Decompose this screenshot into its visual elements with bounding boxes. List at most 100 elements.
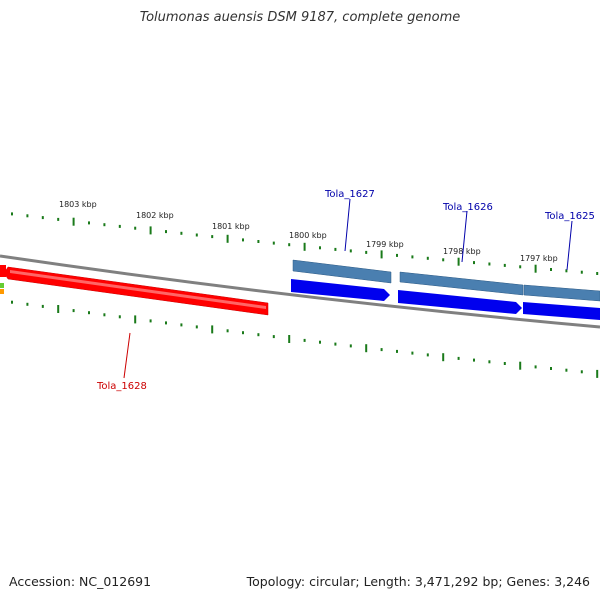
minor-tick [396,253,398,257]
minor-tick [411,255,414,259]
tick-label-1799: 1799 kbp [366,240,404,249]
minor-tick [88,311,90,315]
minor-tick [411,351,414,355]
cds-forward-1627[interactable] [291,279,390,301]
major-tick [534,264,537,273]
minor-tick [26,302,29,306]
gene-track-1627[interactable] [292,259,392,284]
inner-tick-track [11,300,599,378]
major-tick [365,344,368,353]
minor-tick [565,269,568,273]
cds-reverse-left-edge [0,265,6,277]
tick-label-1801: 1801 kbp [212,222,250,231]
minor-tick [396,349,398,353]
minor-tick [11,212,13,216]
minor-tick [88,221,90,225]
genome-summary-text: Topology: circular; Length: 3,471,292 bp… [246,574,590,589]
minor-tick [349,249,352,253]
minor-tick [288,243,291,247]
minor-tick [41,216,44,220]
accession-text: Accession: NC_012691 [9,574,152,589]
minor-tick [565,368,568,372]
small-feature-orange [0,289,4,294]
map-title: Tolumonas auensis DSM 9187, complete gen… [139,10,461,25]
minor-tick [57,217,60,221]
major-tick [303,242,306,251]
tick-label-1798: 1798 kbp [443,247,481,256]
tick-label-1797: 1797 kbp [520,254,558,263]
cds-forward-1626[interactable] [398,290,522,314]
minor-tick [503,362,506,365]
tick-label-1803: 1803 kbp [59,200,97,209]
minor-tick [380,348,383,352]
minor-tick [257,240,260,243]
major-tick [226,234,229,243]
minor-tick [118,315,121,319]
minor-tick [211,235,214,239]
minor-tick [442,258,445,262]
minor-tick [334,247,337,251]
minor-tick [226,329,229,333]
minor-tick [26,214,29,218]
minor-tick [149,319,152,323]
major-tick [72,217,75,226]
minor-tick [103,223,106,227]
minor-tick [426,353,429,357]
outer-tick-track [11,212,599,275]
minor-tick [334,342,337,346]
major-tick [211,325,214,334]
major-tick [442,353,445,362]
minor-tick [580,270,583,274]
minor-tick [473,358,475,362]
major-tick [519,361,522,370]
gene-track-1625[interactable] [523,284,600,302]
genome-backbone [0,254,600,329]
tick-label-1802: 1802 kbp [136,211,174,220]
leader-line-1627 [344,198,351,252]
minor-tick [165,230,167,234]
minor-tick [165,321,167,325]
leader-line-1626 [461,210,468,263]
minor-tick [580,370,583,374]
leader-line-1628 [123,332,131,379]
minor-tick [503,263,506,267]
minor-tick [242,238,244,242]
gene-label-1627[interactable]: Tola_1627 [324,189,375,200]
major-tick [149,226,152,235]
minor-tick [426,256,429,260]
minor-tick [272,241,275,245]
minor-tick [72,309,75,313]
minor-tick [41,304,44,308]
gene-label-1625[interactable]: Tola_1625 [544,211,595,222]
tick-label-1800: 1800 kbp [289,231,327,240]
minor-tick [596,272,599,275]
major-tick [457,257,460,266]
minor-tick [519,265,522,269]
minor-tick [118,224,121,228]
minor-tick [319,246,321,250]
minor-tick [488,360,491,364]
major-tick [134,315,137,324]
major-tick [288,335,291,343]
minor-tick [134,226,137,230]
cds-forward-1625[interactable] [523,302,600,320]
minor-tick [195,233,198,237]
minor-tick [349,344,352,348]
minor-tick [488,262,491,266]
minor-tick [303,338,306,342]
minor-tick [473,261,475,265]
major-tick [596,369,599,378]
major-tick [57,305,60,313]
small-feature-green [0,283,4,288]
minor-tick [195,325,198,329]
minor-tick [457,356,460,360]
gene-label-1628[interactable]: Tola_1628 [96,381,147,392]
gene-label-1626[interactable]: Tola_1626 [442,202,493,213]
major-tick [380,250,383,259]
minor-tick [180,231,183,235]
minor-tick [365,250,368,254]
minor-tick [272,335,275,339]
gene-track-1626[interactable] [399,271,524,296]
minor-tick [242,331,244,335]
